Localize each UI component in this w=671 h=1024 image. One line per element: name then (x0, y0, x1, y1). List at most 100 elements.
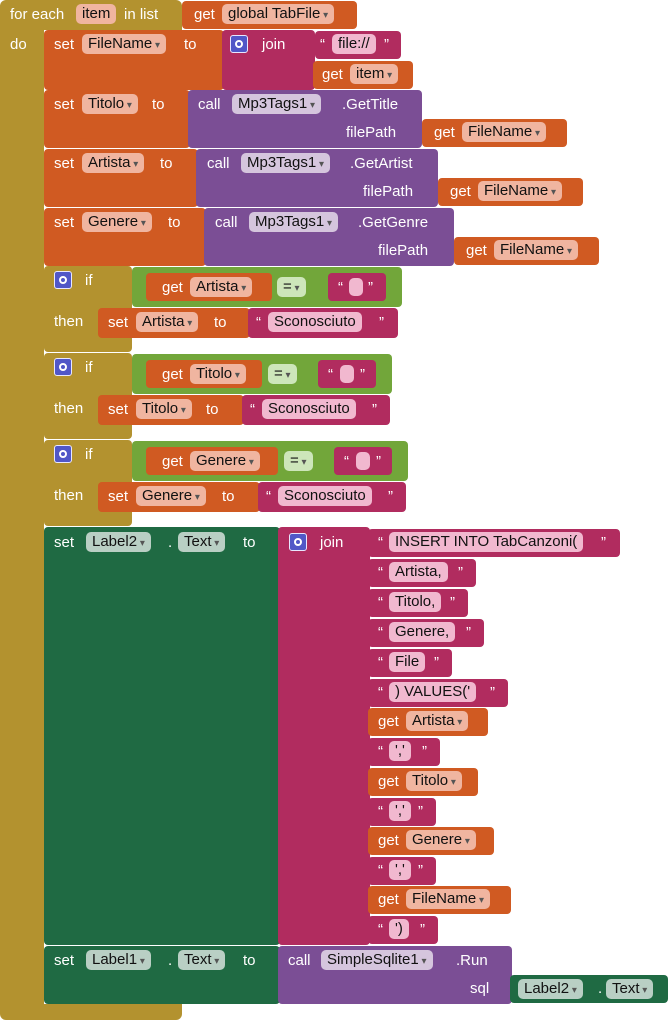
compare-operator-dropdown[interactable]: = (284, 451, 313, 471)
to-label: to (184, 36, 197, 53)
filepath-label: filePath (363, 183, 414, 200)
artista-var-dropdown[interactable]: Artista (406, 711, 469, 731)
titolo-var-dropdown[interactable]: Titolo (82, 94, 138, 114)
quote-close: ” (368, 279, 373, 296)
set-label: set (54, 214, 75, 231)
get-label: get (450, 183, 471, 200)
to-label: to (168, 214, 181, 231)
text-file-value[interactable]: file:// (332, 34, 376, 54)
compare-operator-dropdown[interactable]: = (277, 277, 306, 297)
artista-var-dropdown[interactable]: Artista (190, 277, 253, 297)
quote-open: “ (378, 534, 383, 551)
label1-component-dropdown[interactable]: Label1 (86, 950, 151, 970)
quote-open: “ (320, 36, 325, 53)
filename-var-dropdown[interactable]: FileName (462, 122, 546, 142)
mp3tags-component-dropdown[interactable]: Mp3Tags1 (249, 212, 339, 232)
join-item-value[interactable]: File (389, 652, 426, 672)
if-label: if (85, 359, 93, 376)
empty-text-value[interactable] (340, 365, 354, 383)
set-label: set (54, 952, 75, 969)
mutator-gear-icon[interactable] (54, 271, 72, 289)
quote-close: ” (420, 921, 425, 938)
simplesqlite-component-dropdown[interactable]: SimpleSqlite1 (321, 950, 433, 970)
sconosciuto-text-value[interactable]: Sconosciuto (278, 486, 372, 506)
join-item-value[interactable]: ',' (389, 860, 411, 880)
get-label: get (378, 832, 399, 849)
get-label: get (162, 279, 183, 296)
quote-open: “ (338, 279, 343, 296)
filepath-label: filePath (378, 242, 429, 259)
then-label: then (54, 487, 84, 504)
set-label1-text-block[interactable] (44, 946, 280, 1004)
text-property-dropdown[interactable]: Text (178, 532, 226, 552)
set-label: set (54, 96, 75, 113)
filename-var-dropdown[interactable]: FileName (406, 889, 490, 909)
set-label2-text-block[interactable] (44, 527, 280, 945)
quote-open: “ (256, 314, 261, 331)
sconosciuto-text-value[interactable]: Sconosciuto (268, 312, 362, 332)
artista-var-dropdown[interactable]: Artista (136, 312, 199, 332)
filename-var-dropdown[interactable]: FileName (494, 240, 578, 260)
titolo-var-dropdown[interactable]: Titolo (406, 771, 462, 791)
join-sql-block[interactable] (278, 527, 370, 945)
set-label: set (54, 36, 75, 53)
quote-open: “ (378, 624, 383, 641)
call-label: call (198, 96, 221, 113)
genere-var-dropdown[interactable]: Genere (406, 830, 476, 850)
global-tabfile-dropdown[interactable]: global TabFile (222, 4, 335, 24)
join-item-value[interactable]: ',' (389, 741, 411, 761)
then-label: then (54, 313, 84, 330)
join-item-value[interactable]: ') (389, 919, 409, 939)
mp3tags-component-dropdown[interactable]: Mp3Tags1 (232, 94, 322, 114)
text-property-dropdown[interactable]: Text (606, 979, 654, 999)
label2-component-dropdown[interactable]: Label2 (518, 979, 583, 999)
quote-open: “ (378, 803, 383, 820)
quote-close: ” (450, 594, 455, 611)
join-item-value[interactable]: ) VALUES(' (389, 682, 477, 702)
genere-var-dropdown[interactable]: Genere (136, 486, 206, 506)
artista-var-dropdown[interactable]: Artista (82, 153, 145, 173)
filename-var-dropdown[interactable]: FileName (478, 181, 562, 201)
quote-close: ” (418, 862, 423, 879)
quote-close: ” (418, 803, 423, 820)
filepath-label: filePath (346, 124, 397, 141)
mp3tags-component-dropdown[interactable]: Mp3Tags1 (241, 153, 331, 173)
genere-var-dropdown[interactable]: Genere (82, 212, 152, 232)
mutator-gear-icon[interactable] (54, 445, 72, 463)
if-label: if (85, 272, 93, 289)
quote-open: “ (378, 862, 383, 879)
join-item-value[interactable]: Artista, (389, 562, 448, 582)
titolo-var-dropdown[interactable]: Titolo (190, 364, 246, 384)
get-label: get (162, 453, 183, 470)
quote-open: “ (250, 401, 255, 418)
join-item-value[interactable]: ',' (389, 801, 411, 821)
join-label: join (262, 36, 286, 53)
to-label: to (222, 488, 235, 505)
text-property-dropdown[interactable]: Text (178, 950, 226, 970)
quote-close: ” (388, 488, 393, 505)
join-item-value[interactable]: INSERT INTO TabCanzoni( (389, 532, 584, 552)
genere-var-dropdown[interactable]: Genere (190, 451, 260, 471)
titolo-var-dropdown[interactable]: Titolo (136, 399, 192, 419)
foreach-item-var[interactable]: item (76, 4, 117, 24)
to-label: to (152, 96, 165, 113)
empty-text-value[interactable] (349, 278, 363, 296)
mutator-gear-icon[interactable] (230, 35, 248, 53)
quote-close: ” (458, 564, 463, 581)
quote-close: ” (422, 743, 427, 760)
quote-close: ” (434, 654, 439, 671)
sconosciuto-text-value[interactable]: Sconosciuto (262, 399, 356, 419)
join-item-value[interactable]: Genere, (389, 622, 456, 642)
join-item-value[interactable]: Titolo, (389, 592, 442, 612)
compare-operator-dropdown[interactable]: = (268, 364, 297, 384)
mutator-gear-icon[interactable] (289, 533, 307, 551)
empty-text-value[interactable] (356, 452, 370, 470)
label2-component-dropdown[interactable]: Label2 (86, 532, 151, 552)
get-label: get (322, 66, 343, 83)
foreach-bottom (0, 1004, 182, 1020)
quote-close: ” (379, 314, 384, 331)
mutator-gear-icon[interactable] (54, 358, 72, 376)
item-var-dropdown[interactable]: item (350, 64, 399, 84)
filename-var-dropdown[interactable]: FileName (82, 34, 166, 54)
run-method: .Run (456, 952, 488, 969)
